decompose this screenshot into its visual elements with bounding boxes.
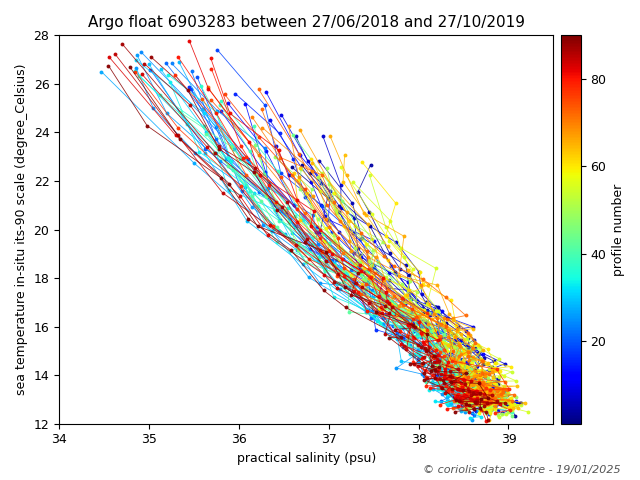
Y-axis label: sea temperature in-situ its-90 scale (degree_Celsius): sea temperature in-situ its-90 scale (de… <box>15 64 28 395</box>
Text: © coriolis data centre - 19/01/2025: © coriolis data centre - 19/01/2025 <box>423 465 621 475</box>
X-axis label: practical salinity (psu): practical salinity (psu) <box>237 452 376 465</box>
Title: Argo float 6903283 between 27/06/2018 and 27/10/2019: Argo float 6903283 between 27/06/2018 an… <box>88 15 525 30</box>
Y-axis label: profile number: profile number <box>612 183 625 276</box>
